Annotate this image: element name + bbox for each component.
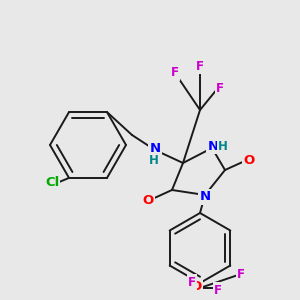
- Text: F: F: [196, 59, 204, 73]
- Text: O: O: [142, 194, 154, 206]
- Text: F: F: [214, 284, 222, 296]
- Text: H: H: [149, 154, 159, 166]
- Text: F: F: [237, 268, 245, 281]
- Text: O: O: [190, 280, 202, 292]
- Text: F: F: [216, 82, 224, 94]
- Text: Cl: Cl: [45, 176, 59, 189]
- Text: F: F: [171, 67, 179, 80]
- Text: N: N: [207, 140, 219, 152]
- Text: O: O: [243, 154, 255, 166]
- Text: N: N: [149, 142, 161, 154]
- Text: F: F: [188, 275, 196, 289]
- Text: H: H: [218, 140, 228, 152]
- Text: N: N: [200, 190, 211, 203]
